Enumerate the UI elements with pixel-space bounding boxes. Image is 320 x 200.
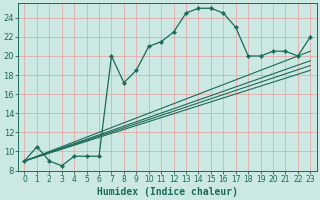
X-axis label: Humidex (Indice chaleur): Humidex (Indice chaleur): [97, 186, 238, 197]
